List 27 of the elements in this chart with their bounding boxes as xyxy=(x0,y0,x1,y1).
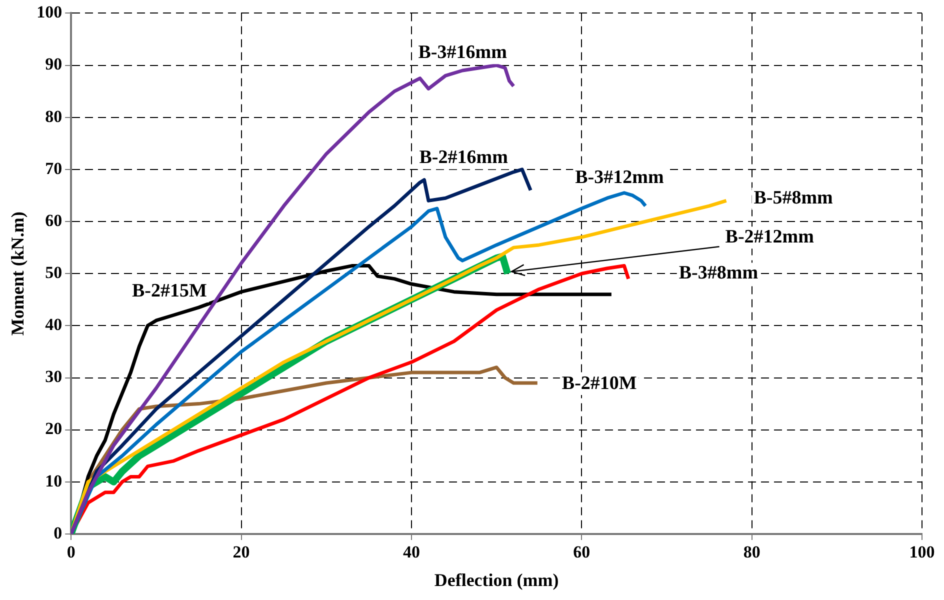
series-label: B-2#10M xyxy=(562,372,637,394)
x-axis-title: Deflection (mm) xyxy=(434,570,559,590)
y-axis-title: Moment (kN.m) xyxy=(7,212,28,336)
y-tick-label: 70 xyxy=(45,158,62,178)
y-tick-label: 60 xyxy=(45,210,62,230)
x-tick-label: 80 xyxy=(743,542,760,562)
y-tick-label: 80 xyxy=(45,106,62,126)
y-tick-label: 10 xyxy=(45,471,62,490)
x-tick-label: 20 xyxy=(232,542,250,562)
x-tick-label: 100 xyxy=(909,542,935,562)
series-label: B-2#15M xyxy=(132,280,207,302)
x-tick-label: 60 xyxy=(573,542,590,562)
y-tick-label: 30 xyxy=(45,367,62,386)
y-tick-label: 50 xyxy=(45,262,62,282)
y-tick-label: 20 xyxy=(45,419,62,438)
text: B-2#12mm xyxy=(725,226,814,248)
text: B-3#8mm xyxy=(678,262,758,284)
y-tick-label: 40 xyxy=(45,315,62,334)
series-label: B-5#8mm xyxy=(754,188,834,209)
series-label: B-3#12mm xyxy=(575,166,664,188)
series-label: B-3#16mm xyxy=(418,42,508,64)
y-tick-label: 0 xyxy=(54,523,62,542)
x-tick-label: 40 xyxy=(402,542,420,562)
series-label: B-2#16mm xyxy=(419,147,508,168)
y-tick-label: 90 xyxy=(45,54,62,74)
y-tick-label: 100 xyxy=(36,2,62,22)
x-tick-label: 0 xyxy=(66,542,76,562)
